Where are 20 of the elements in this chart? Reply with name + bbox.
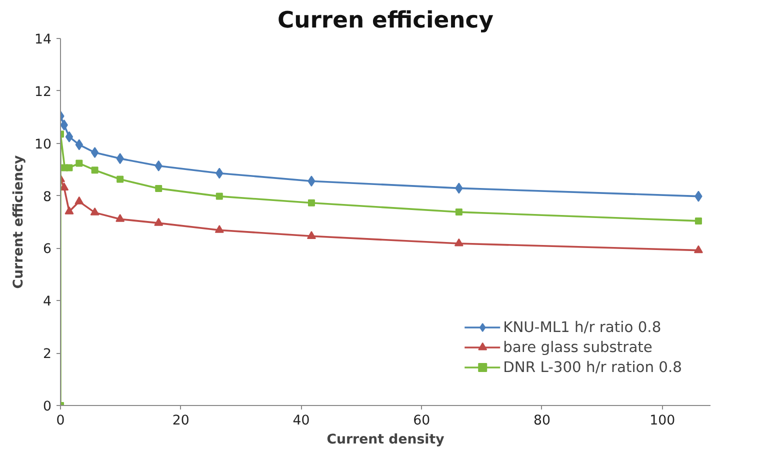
legend-label: DNR L-300 h/r ration 0.8 xyxy=(503,358,682,376)
x-tick-label: 40 xyxy=(292,414,310,428)
x-tick-label: 0 xyxy=(56,414,65,428)
x-axis-title: Current density xyxy=(326,432,445,448)
x-tick-label: 60 xyxy=(413,414,430,428)
legend-label: KNU-ML1 h/r ratio 0.8 xyxy=(503,318,662,336)
x-tick-label: 80 xyxy=(534,414,550,428)
y-tick-label: 8 xyxy=(43,190,52,205)
y-tick-label: 4 xyxy=(43,294,52,310)
y-tick-label: 14 xyxy=(34,32,52,48)
x-tick-label: 100 xyxy=(650,414,676,428)
y-tick-label: 6 xyxy=(43,242,52,258)
y-tick-label: 12 xyxy=(34,84,52,100)
chart-title: Curren efficiency xyxy=(277,8,494,34)
y-axis-title: Current efficiency xyxy=(12,154,27,289)
legend-label: bare glass substrate xyxy=(503,338,652,356)
y-tick-label: 0 xyxy=(43,400,52,414)
y-tick-label: 2 xyxy=(43,347,52,362)
x-tick-label: 20 xyxy=(172,414,190,428)
y-tick-label: 10 xyxy=(34,137,52,152)
